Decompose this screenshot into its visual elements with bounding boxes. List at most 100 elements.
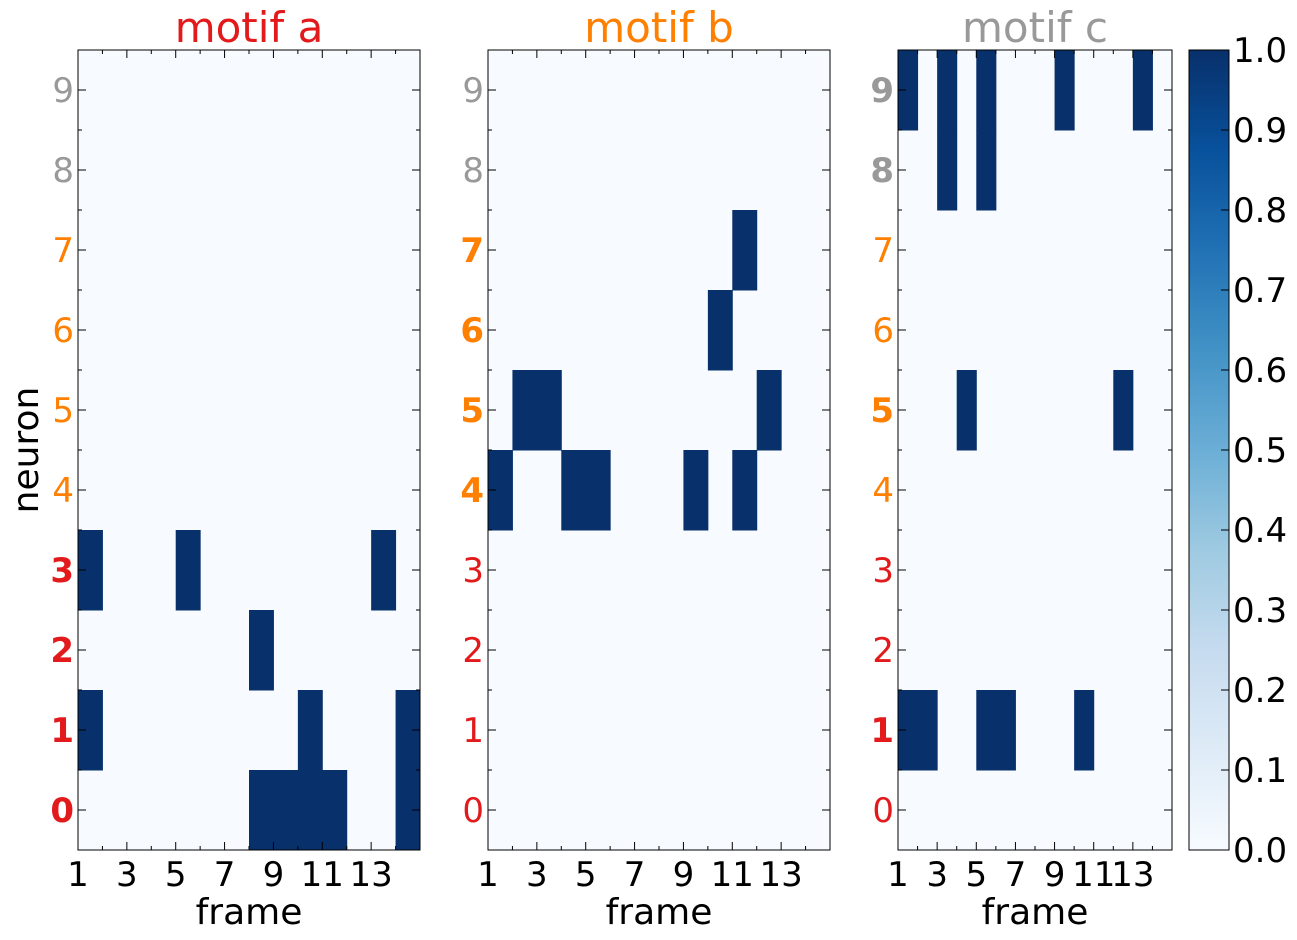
heatmap-cell-n3-f13: [371, 530, 397, 611]
heatmap-cell-n1-f5: [976, 690, 997, 771]
y-tick-label: 2: [50, 631, 74, 671]
panel-title: motif b: [584, 3, 734, 52]
colorbar: 0.0 0.1 0.2 0.3 0.4 0.5 0.6 0.7 0.8 0.9 1.0: [1188, 31, 1287, 871]
heatmap-cell-n5-f3: [536, 370, 562, 451]
heatmap-cell-n4-f4: [561, 450, 587, 531]
y-tick-label: 1: [870, 711, 894, 751]
y-tick-label: 5: [52, 391, 74, 431]
y-axis-label: neuron: [6, 387, 47, 514]
x-tick-label: 11: [711, 855, 754, 895]
x-tick-label: 7: [214, 855, 236, 895]
heatmap-cell-n4-f9: [683, 450, 709, 531]
heatmap-cell-n0-f8: [249, 770, 274, 851]
heatmap-cell-n1-f2: [917, 690, 938, 771]
x-tick-label: 3: [526, 855, 548, 895]
y-tick-label: 1: [462, 711, 484, 751]
heatmap-cell-n1-f10: [297, 690, 323, 771]
colorbar-tick-label: 0.8: [1233, 191, 1287, 231]
y-tick-label: 5: [870, 391, 894, 431]
x-tick-label: 13: [350, 855, 393, 895]
y-tick-label: 9: [52, 71, 74, 111]
x-tick-label: 1: [67, 855, 89, 895]
y-tick-label: 7: [460, 231, 484, 271]
y-tick-label: 6: [872, 311, 894, 351]
x-tick-label: 5: [965, 855, 987, 895]
y-tick-label: 7: [52, 231, 74, 271]
heatmap-cell-n5-f12: [1113, 370, 1134, 451]
y-tick-label: 8: [462, 151, 484, 191]
y-tick-label: 8: [870, 151, 894, 191]
heatmap-cell-n2-f8: [249, 610, 274, 691]
y-tick-label: 6: [460, 311, 484, 351]
heatmap-cell-n5-f12: [756, 370, 782, 451]
x-tick-label: 3: [926, 855, 948, 895]
heatmap-cell-n7-f11: [732, 210, 758, 291]
y-tick-label: 8: [52, 151, 74, 191]
heatmap-cell-n4-f11: [732, 450, 758, 531]
heatmap-cell-n5-f2: [512, 370, 538, 451]
y-tick-label: 9: [462, 71, 484, 111]
heatmap-cell-n5-f4: [956, 370, 977, 451]
y-tick-label: 1: [50, 711, 74, 751]
colorbar-tick-label: 0.0: [1233, 831, 1287, 871]
y-tick-label: 3: [462, 551, 484, 591]
colorbar-tick-label: 0.1: [1233, 751, 1287, 791]
x-tick-label: 9: [263, 855, 285, 895]
heatmap-cell-n4-f5: [585, 450, 611, 531]
heatmap-cell-n0-f10: [297, 770, 323, 851]
x-tick-label: 13: [1111, 855, 1154, 895]
x-tick-label: 1: [887, 855, 909, 895]
x-axis-label: frame: [196, 892, 303, 933]
y-tick-label: 6: [52, 311, 74, 351]
y-tick-label: 0: [872, 791, 894, 831]
panel-title: motif a: [175, 3, 324, 52]
x-tick-label: 9: [673, 855, 695, 895]
heatmap-cell-n9-f5: [976, 50, 997, 131]
heatmap-cell-n1-f10: [1074, 690, 1095, 771]
heatmap-background: [78, 50, 420, 850]
y-tick-label: 2: [872, 631, 894, 671]
panel-title: motif c: [962, 3, 1108, 52]
heatmap-cell-n9-f13: [1132, 50, 1153, 131]
heatmap-cell-n9-f1: [898, 50, 919, 131]
y-tick-label: 0: [50, 791, 74, 831]
x-tick-label: 1: [477, 855, 499, 895]
colorbar-tick-label: 0.9: [1233, 111, 1287, 151]
x-axis-label: frame: [606, 892, 713, 933]
heatmap-cell-n0-f9: [273, 770, 299, 851]
x-tick-label: 7: [1005, 855, 1027, 895]
x-tick-label: 3: [116, 855, 138, 895]
colorbar-tick-label: 0.7: [1233, 271, 1287, 311]
y-tick-label: 2: [462, 631, 484, 671]
x-tick-label: 13: [760, 855, 803, 895]
heatmap-cell-n8-f3: [937, 130, 958, 211]
colorbar-tick-label: 0.3: [1233, 591, 1287, 631]
colorbar-tick-label: 0.5: [1233, 431, 1287, 471]
y-tick-label: 4: [460, 471, 484, 511]
x-tick-label: 11: [1072, 855, 1115, 895]
y-tick-label: 9: [870, 71, 894, 111]
y-tick-label: 5: [460, 391, 484, 431]
y-tick-label: 0: [462, 791, 484, 831]
colorbar-tick-label: 0.2: [1233, 671, 1287, 711]
colorbar-tick-label: 0.6: [1233, 351, 1287, 391]
x-tick-label: 9: [1044, 855, 1066, 895]
heatmap-cell-n0-f11: [322, 770, 348, 851]
heatmap-cell-n1-f6: [995, 690, 1016, 771]
heatmap-cell-n9-f9: [1054, 50, 1075, 131]
x-axis-label: frame: [982, 892, 1089, 933]
colorbar-tick-label: 0.4: [1233, 511, 1287, 551]
y-tick-label: 7: [872, 231, 894, 271]
y-tick-label: 3: [50, 551, 74, 591]
heatmap-cell-n1-f1: [898, 690, 919, 771]
x-tick-label: 7: [624, 855, 646, 895]
x-tick-label: 11: [301, 855, 344, 895]
heatmap-cell-n9-f3: [937, 50, 958, 131]
heatmap-cell-n8-f5: [976, 130, 997, 211]
x-tick-label: 5: [575, 855, 597, 895]
